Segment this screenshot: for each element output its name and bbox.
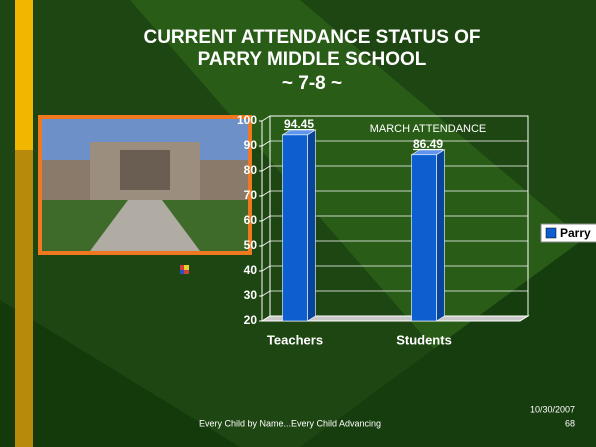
x-tick-label: Teachers (267, 332, 323, 347)
grid-line-side (261, 115, 271, 122)
grid-line-side (261, 315, 271, 322)
y-tick-label: 60 (244, 213, 258, 227)
y-tick-label: 100 (237, 113, 257, 127)
y-tick-label: 80 (244, 163, 258, 177)
page-number: 68 (565, 418, 575, 428)
grid-line-side (261, 240, 271, 247)
date: 10/30/2007 (530, 404, 575, 414)
grid-line-side (261, 140, 271, 147)
slide-title: CURRENT ATTENDANCE STATUS OF PARRY MIDDL… (143, 27, 480, 94)
data-label: 94.45 (284, 117, 314, 131)
y-tick-label: 40 (244, 263, 258, 277)
school-photo (38, 115, 252, 255)
chart: MARCH ATTENDANCE 20 30 40 50 60 70 80 90 100 Teac… (237, 113, 596, 347)
legend-label: Parry (560, 226, 591, 240)
grid-line-side (261, 290, 271, 297)
grid-line-side (261, 215, 271, 222)
small-icon (180, 265, 189, 274)
bar-side (436, 149, 445, 322)
y-tick-label: 20 (244, 313, 258, 327)
y-tick-label: 90 (244, 138, 258, 152)
data-label: 86.49 (413, 137, 443, 151)
bar-side (307, 129, 316, 322)
title-line: ~ 7-8 ~ (282, 73, 342, 94)
grid-line-side (261, 190, 271, 197)
title-line: PARRY MIDDLE SCHOOL (198, 49, 427, 70)
title-line: CURRENT ATTENDANCE STATUS OF (143, 27, 480, 48)
y-tick-label: 70 (244, 188, 258, 202)
grid-line-side (261, 265, 271, 272)
footer: Every Child by Name...Every Child Advanc… (199, 418, 381, 428)
bar (282, 134, 308, 322)
y-tick-label: 30 (244, 288, 258, 302)
legend-swatch (545, 227, 557, 239)
grid-line-side (261, 165, 271, 172)
y-tick-label: 50 (244, 238, 258, 252)
bar (411, 154, 437, 322)
x-tick-label: Students (396, 332, 452, 347)
chart-title: MARCH ATTENDANCE (370, 123, 487, 135)
